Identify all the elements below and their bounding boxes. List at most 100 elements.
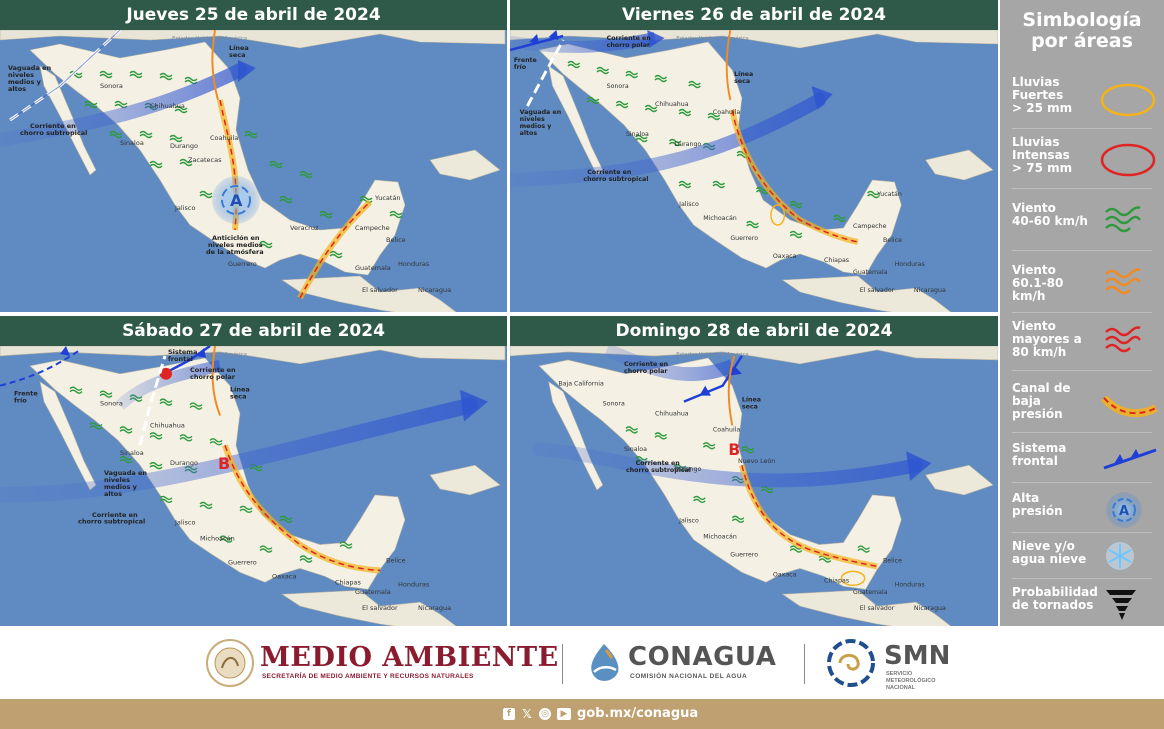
- center-letter: B: [218, 454, 230, 473]
- legend-item-lluvias-intensas: Lluvias Intensas > 75 mm: [1000, 130, 1164, 190]
- front-icon: [1103, 448, 1157, 470]
- label-elsalvador: El salvador: [860, 286, 895, 294]
- label-corriente-polar: Corriente en chorro polar: [607, 34, 652, 49]
- state-label: Michoacán: [703, 533, 737, 541]
- state-label: Chihuahua: [655, 410, 689, 417]
- label-elsalvador: El salvador: [362, 604, 398, 612]
- label-nicaragua: Nicaragua: [914, 605, 946, 612]
- label-guatemala: Guatemala: [853, 268, 888, 276]
- logo-medio-ambiente-sub: SECRETARÍA DE MEDIO AMBIENTE Y RECURSOS …: [262, 673, 474, 680]
- label-belice: Belice: [883, 236, 902, 244]
- label-corriente-polar: Corriente en chorro polar: [624, 361, 669, 375]
- logo-smn-sub: SERVICIO METEOROLÓGICO NACIONAL: [886, 671, 936, 691]
- state-label: Chiapas: [335, 578, 362, 586]
- weather-map: Estados Unidos de América A Línea seca: [0, 30, 507, 312]
- state-label: Guerrero: [730, 551, 758, 558]
- label-vaguada: Vaguada en niveles medios y altos: [104, 469, 147, 498]
- trough-icon: [1101, 395, 1158, 418]
- label-vaguada: Vaguada en niveles medios y altos: [520, 108, 562, 137]
- footer-logos: MEDIO AMBIENTE SECRETARÍA DE MEDIO AMBIE…: [0, 626, 1164, 699]
- state-label: Guerrero: [730, 234, 758, 242]
- legend-item-tornados: Probabilidad de tornados: [1000, 580, 1164, 640]
- state-label: Jalisco: [678, 200, 699, 208]
- logo-conagua-sub: COMISIÓN NACIONAL DEL AGUA: [630, 673, 748, 680]
- state-label: Sonora: [603, 401, 625, 408]
- state-label: Chiapas: [824, 256, 850, 264]
- x-icon[interactable]: 𝕏: [522, 707, 532, 721]
- state-label: Jalisco: [678, 518, 699, 525]
- panel-title: Domingo 28 de abril de 2024: [510, 316, 998, 346]
- legend-panel: Simbología por áreas Lluvias Fuertes > 2…: [1000, 0, 1164, 626]
- label-corriente-sub: Corriente en chorro subtropical: [583, 168, 648, 183]
- label-belice: Belice: [386, 556, 406, 564]
- label-elsalvador: El salvador: [860, 605, 895, 612]
- state-label: Durango: [170, 459, 198, 467]
- state-label: Yucatán: [876, 190, 902, 198]
- wind-orange-icon: [1105, 268, 1141, 295]
- state-label: Oaxaca: [773, 571, 797, 578]
- high-pressure-icon: A: [1106, 492, 1142, 528]
- label-honduras: Honduras: [398, 580, 430, 588]
- state-label: Coahuila: [210, 134, 238, 142]
- state-label: Sonora: [607, 82, 629, 90]
- panel-title: Jueves 25 de abril de 2024: [0, 0, 507, 30]
- label-nicaragua: Nicaragua: [418, 286, 451, 294]
- red-ellipse-icon: [1100, 143, 1156, 177]
- state-label: Chihuahua: [655, 100, 689, 108]
- state-label: Yucatán: [374, 194, 401, 202]
- label-corriente-sub: Corriente en chorro subtropical: [78, 511, 145, 526]
- legend-item-viento-40-60: Viento 40-60 km/h: [1000, 196, 1164, 256]
- snowflake-icon: [1106, 542, 1134, 570]
- footer-bar: f 𝕏 ◎ ▶ gob.mx/conagua: [0, 699, 1164, 729]
- label-guatemala: Guatemala: [853, 589, 888, 596]
- state-label: Guerrero: [228, 260, 257, 268]
- state-label: Sinaloa: [120, 139, 144, 147]
- state-label: Sonora: [100, 400, 123, 408]
- state-label: Oaxaca: [272, 572, 296, 580]
- label-usa: Estados Unidos de América: [676, 35, 748, 42]
- label-usa: Estados Unidos de América: [676, 351, 748, 358]
- forecast-panel-saturday: Sábado 27 de abril de 2024 Estados Unido…: [0, 316, 507, 626]
- coat-of-arms-icon: [206, 639, 254, 687]
- instagram-icon[interactable]: ◎: [539, 708, 551, 720]
- label-honduras: Honduras: [895, 260, 926, 268]
- center-letter: A: [230, 191, 243, 210]
- youtube-icon[interactable]: ▶: [557, 708, 571, 720]
- conagua-drop-icon: [591, 644, 619, 681]
- label-linea-seca: Línea seca: [230, 386, 250, 401]
- legend-item-alta-presion: Alta presión A: [1000, 486, 1164, 546]
- forecast-panel-sunday: Domingo 28 de abril de 2024 Estados Unid…: [510, 316, 998, 626]
- state-label: Veracruz: [290, 224, 319, 232]
- state-label: Jalisco: [174, 204, 195, 212]
- facebook-icon[interactable]: f: [503, 708, 515, 720]
- state-label: Chihuahua: [150, 421, 185, 429]
- high-pressure-icon: [212, 176, 260, 224]
- social-links: f 𝕏 ◎ ▶ gob.mx/conagua: [503, 705, 698, 723]
- legend-item-nieve: Nieve y/o agua nieve: [1000, 534, 1164, 594]
- smn-logo-icon: [827, 639, 875, 687]
- website-link[interactable]: gob.mx/conagua: [577, 706, 699, 721]
- label-elsalvador: El salvador: [362, 286, 398, 294]
- state-label: Sonora: [100, 82, 123, 90]
- legend-item-canal-baja: Canal de baja presión: [1000, 376, 1164, 436]
- state-label: Sinaloa: [120, 449, 144, 457]
- legend-title: Simbología por áreas: [1022, 9, 1142, 52]
- weather-map: Estados Unidos de América B Corriente en…: [510, 346, 998, 626]
- yellow-ellipse-icon: [1100, 83, 1156, 117]
- state-label: Michoacán: [703, 214, 736, 222]
- label-corriente-sub: Corriente en chorro subtropical: [20, 122, 87, 137]
- state-label: Chihuahua: [150, 102, 185, 110]
- label-sistema-frontal: Sistema frontal: [168, 348, 197, 363]
- state-label: Jalisco: [174, 519, 195, 527]
- legend-item-lluvias-fuertes: Lluvias Fuertes > 25 mm: [1000, 70, 1164, 130]
- legend-item-sistema-frontal: Sistema frontal: [1000, 436, 1164, 496]
- logo-medio-ambiente: MEDIO AMBIENTE: [260, 642, 559, 673]
- state-label: Sinaloa: [626, 130, 649, 138]
- logo-conagua: CONAGUA: [628, 642, 777, 672]
- tornado-icon: [1106, 590, 1136, 620]
- wind-green-icon: [1105, 206, 1141, 233]
- panel-title: Sábado 27 de abril de 2024: [0, 316, 507, 346]
- state-label: Durango: [674, 140, 701, 148]
- panel-title: Viernes 26 de abril de 2024: [510, 0, 998, 30]
- logo-smn: SMN: [884, 641, 951, 671]
